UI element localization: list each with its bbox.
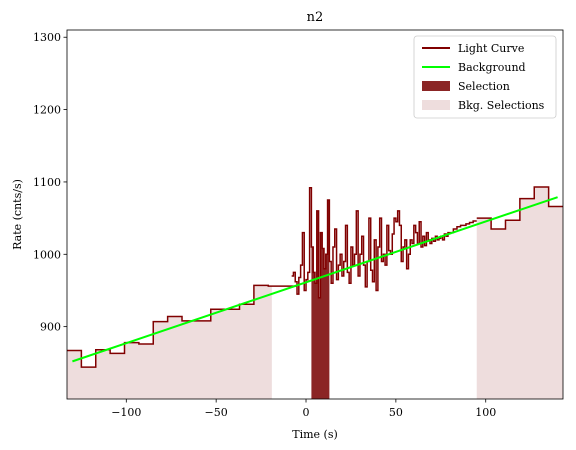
bkg-selection-region (67, 285, 272, 399)
background-line (72, 196, 558, 363)
legend: Light Curve Background Selection Bkg. Selec… (413, 35, 557, 119)
legend-swatch (422, 81, 450, 91)
y-axis: 900 1000 1100 1200 1300 (33, 31, 67, 334)
selection-region (311, 200, 330, 399)
x-tick-label: −50 (205, 406, 228, 419)
x-tick-label: 0 (303, 406, 310, 419)
y-tick-label: 1000 (33, 248, 61, 261)
y-tick-label: 900 (40, 321, 61, 334)
legend-label: Bkg. Selections (458, 99, 545, 112)
x-axis: −100 −50 0 50 100 (111, 399, 496, 419)
y-tick-label: 1200 (33, 104, 61, 117)
legend-label: Light Curve (458, 42, 524, 55)
chart-title: n2 (307, 10, 324, 25)
light-curve-fine (291, 186, 477, 299)
plot-frame (66, 29, 564, 400)
x-tick-label: 50 (389, 406, 403, 419)
x-tick-label: −100 (111, 406, 141, 419)
legend-label: Selection (458, 80, 510, 93)
bkg-selection-region (476, 187, 563, 399)
bkg-selections-layer (67, 187, 563, 399)
x-axis-label: Time (s) (292, 428, 338, 441)
y-tick-label: 1300 (33, 31, 61, 44)
y-axis-label: Rate (cnts/s) (11, 179, 24, 250)
x-tick-label: 100 (475, 406, 496, 419)
selection-layer (311, 200, 330, 399)
y-tick-label: 1100 (33, 176, 61, 189)
legend-box (413, 35, 557, 119)
legend-swatch (422, 100, 450, 110)
legend-label: Background (458, 61, 526, 74)
background-layer (72, 196, 558, 363)
